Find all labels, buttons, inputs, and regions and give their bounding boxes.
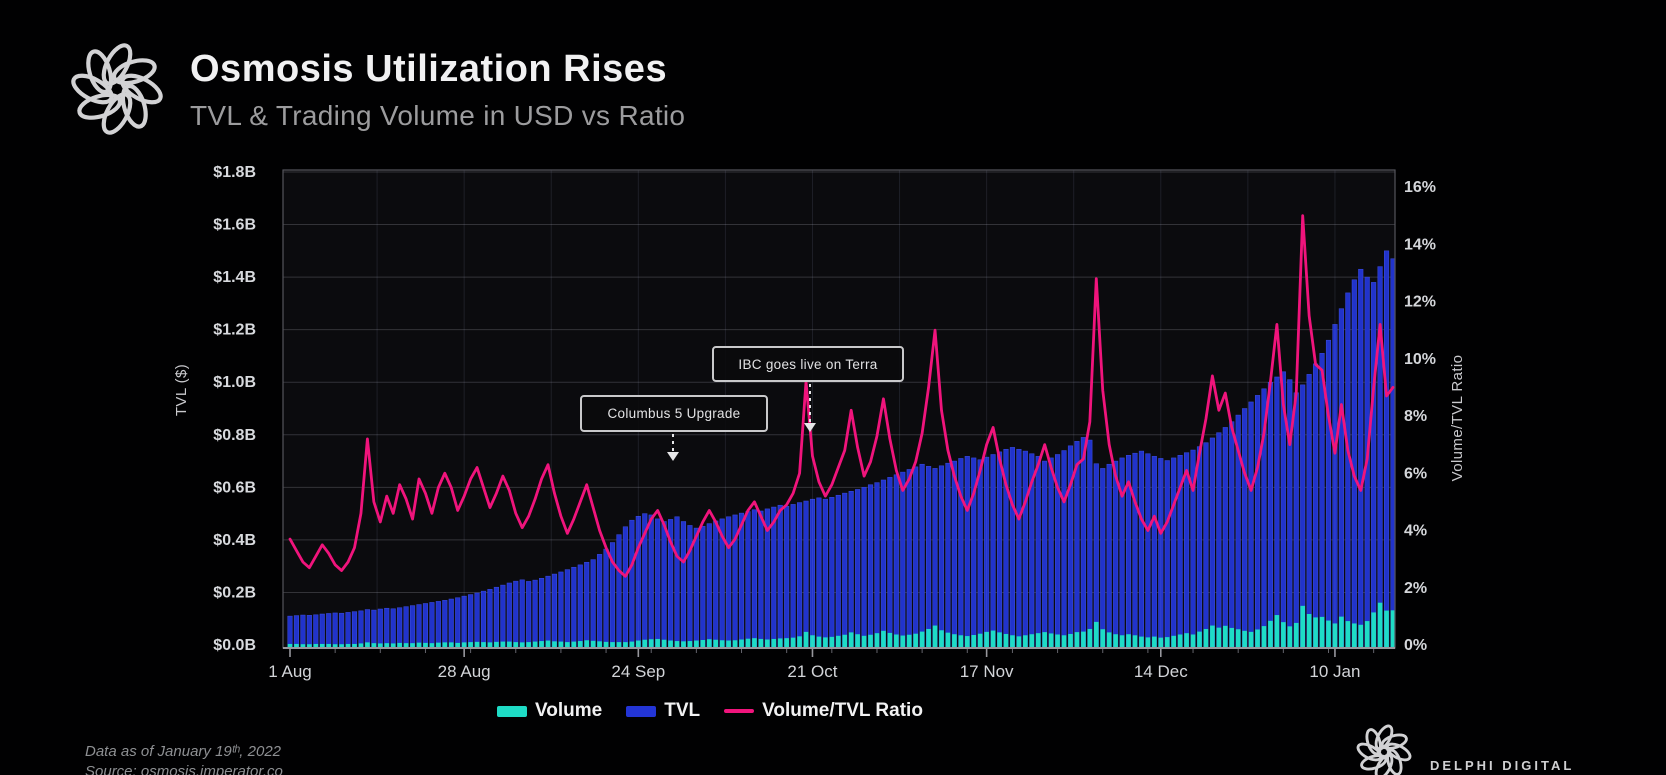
svg-text:28 Aug: 28 Aug xyxy=(438,662,491,681)
svg-text:$1.2B: $1.2B xyxy=(213,322,256,339)
legend-label: TVL xyxy=(664,700,701,721)
svg-text:TVL ($): TVL ($) xyxy=(173,364,190,416)
svg-text:6%: 6% xyxy=(1404,465,1427,482)
axis-titles: TVL ($) Volume/TVL Ratio xyxy=(173,355,1466,482)
svg-text:8%: 8% xyxy=(1404,408,1427,425)
svg-text:$0.8B: $0.8B xyxy=(213,427,256,444)
volume-legend-swatch xyxy=(497,705,527,717)
svg-text:$1.8B: $1.8B xyxy=(213,164,256,181)
volume-bars xyxy=(287,602,1396,647)
svg-text:21 Oct: 21 Oct xyxy=(787,662,837,681)
svg-text:$0.0B: $0.0B xyxy=(213,637,256,654)
annotation-label: Columbus 5 Upgrade xyxy=(607,406,741,421)
source-text: Source: osmosis.imperator.co xyxy=(85,763,283,775)
ratio-line xyxy=(288,214,1395,578)
legend-item-tvl: TVL xyxy=(626,700,700,722)
annotation-arrows xyxy=(667,384,816,461)
svg-text:$1.6B: $1.6B xyxy=(213,217,256,234)
svg-text:$1.4B: $1.4B xyxy=(213,269,256,286)
svg-text:1 Aug: 1 Aug xyxy=(268,662,312,681)
svg-text:$0.6B: $0.6B xyxy=(213,479,256,496)
tvl-legend-swatch xyxy=(626,705,657,717)
svg-text:4%: 4% xyxy=(1404,523,1427,540)
axis-tick-labels: $1.8B $1.6B $1.4B $1.2B $1.0B $0.8B $0.6B $0.4B… xyxy=(213,164,1436,681)
svg-text:$0.2B: $0.2B xyxy=(213,584,256,601)
svg-text:17 Nov: 17 Nov xyxy=(960,662,1014,681)
page-subtitle: TVL & Trading Volume in USD vs Ratio xyxy=(190,100,686,131)
svg-text:$1.0B: $1.0B xyxy=(213,374,256,391)
annotation-columbus-5-upgrade: Columbus 5 Upgrade xyxy=(580,395,768,432)
svg-text:10%: 10% xyxy=(1404,351,1436,368)
legend-item-volume: Volume xyxy=(497,700,602,722)
delphi-logo-icon xyxy=(1356,724,1412,775)
svg-text:14 Dec: 14 Dec xyxy=(1134,662,1188,681)
svg-text:2%: 2% xyxy=(1404,580,1427,597)
brand-wordmark: DELPHI DIGITAL xyxy=(1430,757,1575,773)
footer-note: Data as of January 19ᵗʰ, 2022 Source: os… xyxy=(85,742,283,775)
annotation-label: IBC goes live on Terra xyxy=(738,356,878,372)
annotation-ibc-goes-live-on-terra: IBC goes live on Terra xyxy=(712,346,904,382)
vertical-gridlines xyxy=(376,170,1336,648)
data-as-of-text: Data as of January 19ᵗʰ, 2022 xyxy=(85,743,282,760)
tvl-bars xyxy=(287,250,1396,648)
legend-item-ratio: Volume/TVL Ratio xyxy=(724,700,923,722)
svg-text:16%: 16% xyxy=(1404,179,1436,196)
x-axis xyxy=(283,647,1395,657)
brand-mark: DELPHI DIGITAL xyxy=(1356,724,1574,775)
delphi-logo-icon xyxy=(71,43,163,135)
svg-text:10 Jan: 10 Jan xyxy=(1309,662,1360,681)
legend: Volume TVL Volume/TVL Ratio xyxy=(497,700,923,722)
legend-label: Volume/TVL Ratio xyxy=(762,700,923,721)
svg-text:0%: 0% xyxy=(1404,637,1427,654)
legend-label: Volume xyxy=(535,700,603,721)
svg-text:24 Sep: 24 Sep xyxy=(611,662,665,681)
svg-text:12%: 12% xyxy=(1404,294,1436,311)
page-title: Osmosis Utilization Rises xyxy=(190,48,668,90)
svg-text:$0.4B: $0.4B xyxy=(213,532,256,549)
svg-text:Volume/TVL Ratio: Volume/TVL Ratio xyxy=(1449,355,1466,482)
svg-text:14%: 14% xyxy=(1404,236,1436,253)
ratio-legend-swatch xyxy=(724,709,755,713)
